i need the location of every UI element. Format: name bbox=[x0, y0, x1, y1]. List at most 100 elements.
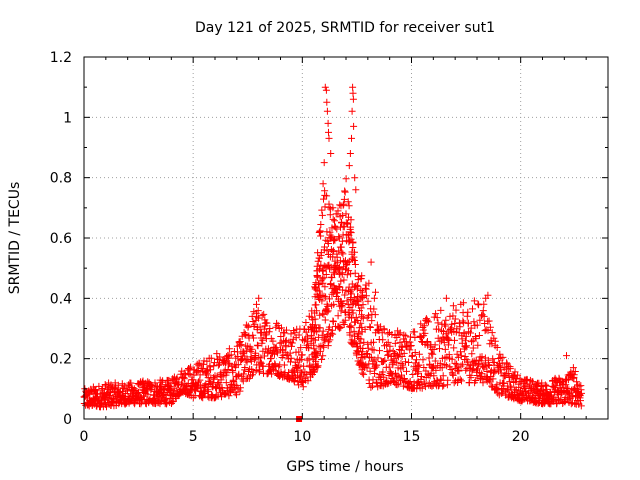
data-point bbox=[490, 334, 498, 342]
data-point bbox=[366, 323, 374, 331]
data-point bbox=[392, 358, 400, 366]
data-point bbox=[577, 402, 585, 410]
data-point bbox=[396, 329, 404, 337]
data-point bbox=[295, 331, 303, 339]
data-point bbox=[476, 316, 484, 324]
data-point bbox=[195, 359, 203, 367]
data-point bbox=[342, 175, 350, 183]
data-point bbox=[578, 389, 585, 397]
data-point bbox=[454, 363, 462, 371]
data-point bbox=[197, 381, 205, 389]
data-point bbox=[342, 231, 350, 239]
data-point bbox=[461, 342, 469, 350]
x-tick-label: 10 bbox=[293, 429, 311, 445]
data-point bbox=[260, 325, 268, 333]
data-point bbox=[400, 349, 408, 357]
data-point bbox=[419, 356, 427, 364]
data-point bbox=[315, 254, 323, 262]
data-point bbox=[441, 361, 449, 368]
data-point bbox=[321, 83, 329, 91]
data-point bbox=[286, 349, 294, 357]
data-point bbox=[494, 386, 502, 394]
data-point bbox=[157, 397, 165, 405]
data-point bbox=[329, 215, 337, 223]
data-point bbox=[372, 288, 379, 296]
data-point bbox=[236, 341, 244, 349]
data-point bbox=[499, 353, 507, 361]
data-point bbox=[462, 332, 470, 340]
data-point bbox=[331, 285, 339, 293]
data-point bbox=[344, 308, 352, 316]
data-point bbox=[396, 338, 404, 346]
data-point bbox=[321, 316, 329, 324]
data-point bbox=[313, 307, 321, 315]
data-point bbox=[274, 349, 282, 357]
data-point bbox=[275, 363, 283, 371]
data-point bbox=[418, 384, 426, 392]
data-point bbox=[570, 371, 578, 379]
data-point bbox=[261, 352, 268, 360]
data-point bbox=[130, 385, 138, 393]
data-point bbox=[204, 388, 212, 396]
data-point bbox=[334, 265, 342, 273]
data-point bbox=[414, 368, 422, 376]
data-point bbox=[324, 307, 332, 315]
data-point bbox=[341, 188, 349, 196]
data-point bbox=[468, 350, 476, 358]
data-point bbox=[507, 382, 514, 390]
data-point bbox=[207, 354, 215, 362]
data-point bbox=[357, 287, 365, 294]
data-point bbox=[417, 320, 425, 328]
data-point bbox=[367, 258, 375, 266]
data-point bbox=[442, 316, 450, 324]
data-point bbox=[95, 382, 103, 390]
data-point bbox=[514, 371, 522, 379]
data-point bbox=[470, 318, 478, 326]
data-point bbox=[336, 201, 344, 209]
data-point bbox=[240, 370, 248, 378]
data-point bbox=[329, 288, 337, 296]
data-point bbox=[434, 319, 442, 327]
data-point bbox=[336, 283, 344, 291]
data-point bbox=[314, 249, 322, 257]
data-point bbox=[283, 351, 291, 359]
data-point bbox=[335, 233, 343, 241]
data-point bbox=[469, 365, 477, 373]
data-point bbox=[482, 326, 490, 334]
data-point bbox=[439, 382, 447, 390]
data-point bbox=[467, 329, 474, 337]
data-point bbox=[394, 372, 402, 380]
data-point bbox=[393, 381, 401, 389]
data-point bbox=[335, 264, 343, 272]
data-point bbox=[322, 271, 330, 278]
data-point bbox=[319, 180, 327, 188]
data-point bbox=[304, 377, 312, 385]
data-point bbox=[256, 323, 264, 331]
data-point bbox=[352, 186, 360, 194]
data-point bbox=[496, 350, 504, 358]
y-tick-label: 0.8 bbox=[50, 171, 72, 187]
data-point bbox=[430, 346, 438, 353]
data-point bbox=[366, 324, 374, 331]
data-point bbox=[331, 284, 338, 292]
data-point bbox=[278, 324, 285, 332]
data-point bbox=[348, 255, 356, 263]
data-point bbox=[469, 344, 477, 352]
data-point bbox=[180, 375, 188, 383]
data-point bbox=[351, 332, 358, 340]
data-points bbox=[80, 83, 585, 422]
data-point bbox=[263, 319, 271, 327]
data-point bbox=[314, 257, 322, 265]
data-point bbox=[469, 336, 477, 344]
data-point bbox=[441, 345, 449, 353]
data-point bbox=[347, 223, 355, 231]
data-point bbox=[291, 368, 299, 376]
data-point bbox=[336, 324, 344, 332]
data-point bbox=[257, 354, 265, 362]
data-point bbox=[357, 295, 365, 303]
data-point bbox=[399, 363, 407, 371]
data-point bbox=[356, 307, 363, 315]
data-point bbox=[370, 338, 377, 346]
data-point bbox=[213, 350, 221, 358]
data-point bbox=[295, 374, 303, 382]
